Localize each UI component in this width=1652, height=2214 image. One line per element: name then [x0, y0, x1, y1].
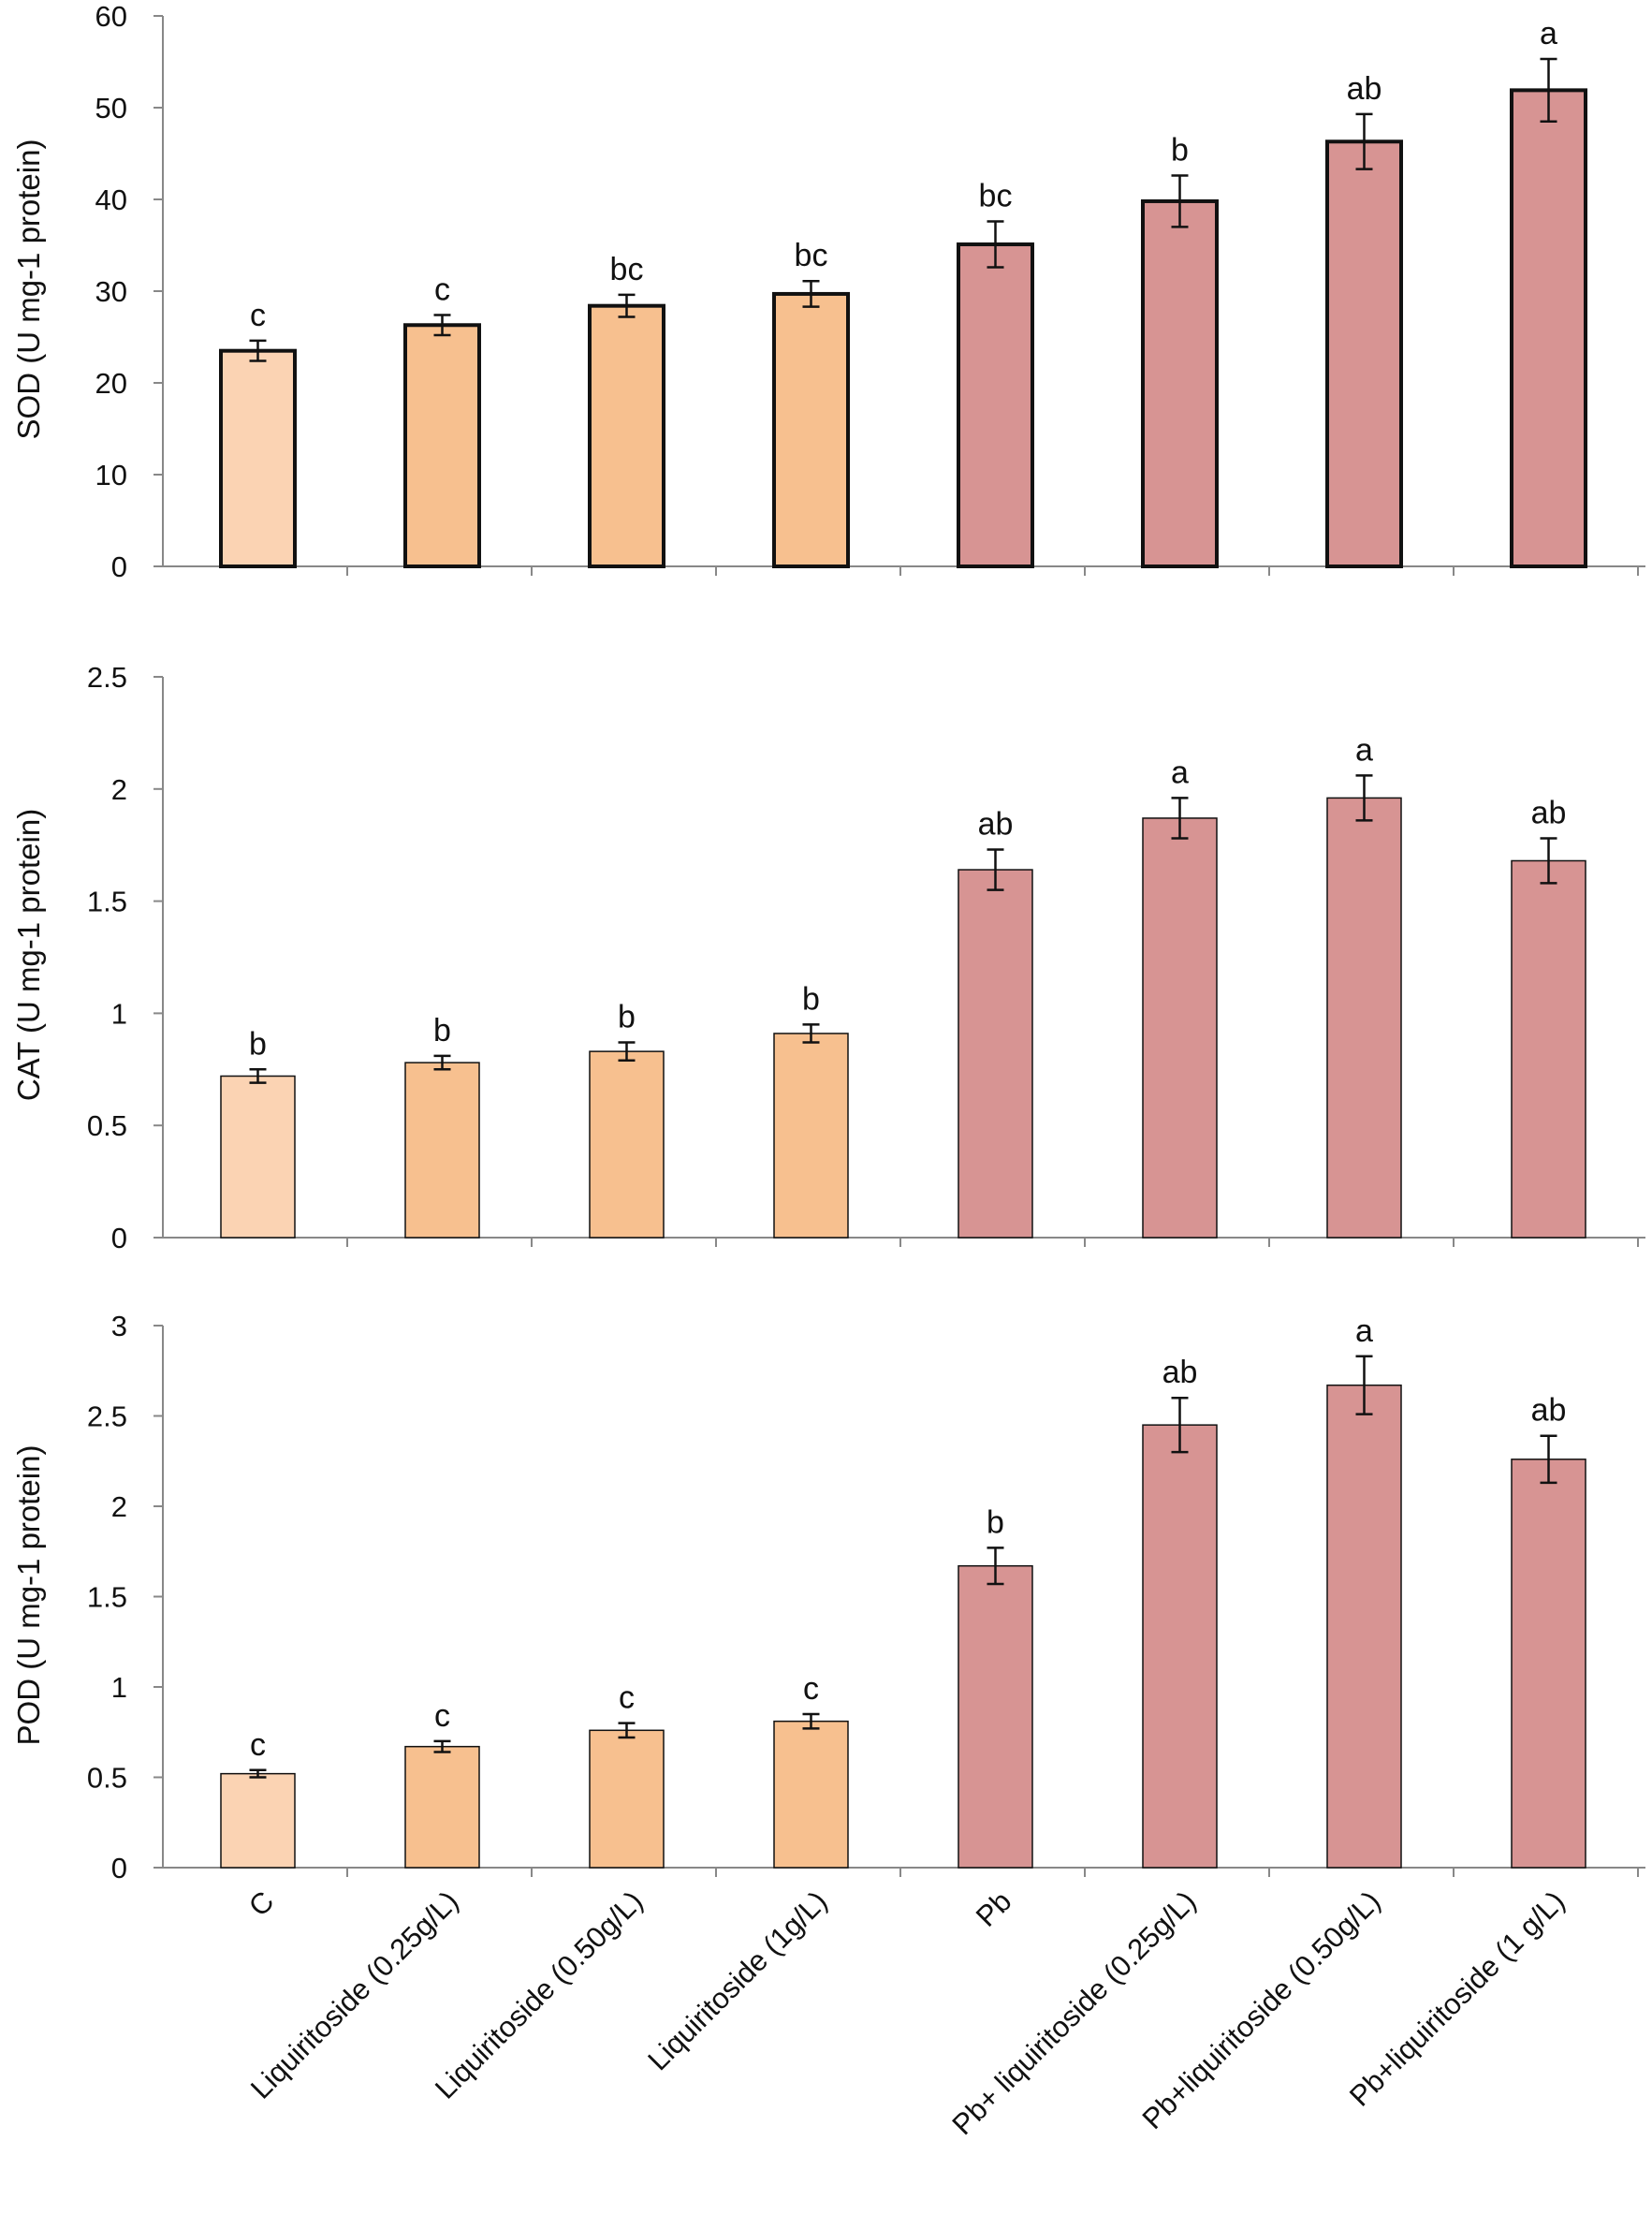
pod-bar [958, 1564, 1033, 1869]
sod-bar [588, 303, 665, 568]
cat-bar [1326, 797, 1402, 1239]
y-tick-label: 1 [111, 997, 127, 1030]
cat-bar [773, 1033, 849, 1239]
y-tick-label: 50 [95, 92, 127, 125]
significance-letter: b [1171, 133, 1189, 169]
significance-letter: b [618, 1000, 636, 1035]
pod-bar [220, 1772, 296, 1869]
cat-bar [958, 869, 1033, 1239]
x-category-label: C [242, 1884, 281, 1923]
sod-bar [957, 242, 1034, 568]
pod-bar [404, 1745, 480, 1869]
sod-bar [1325, 139, 1403, 568]
significance-letter: c [803, 1671, 819, 1707]
significance-letter: a [1171, 755, 1189, 790]
significance-letter: ab [1162, 1355, 1198, 1390]
significance-letter: c [619, 1680, 635, 1716]
pod-bar [773, 1720, 849, 1869]
y-tick-label: 0.5 [87, 1762, 127, 1795]
pod-bar [1142, 1424, 1218, 1869]
significance-letter: a [1540, 16, 1557, 51]
x-category-label: Pb+liquiritoside (1 g/L) [1343, 1884, 1571, 2112]
significance-letter: bc [979, 179, 1013, 214]
cat-bar [1142, 817, 1218, 1239]
y-tick-label: 1 [111, 1671, 127, 1704]
sod-bar [219, 348, 297, 569]
significance-letter: ab [1531, 796, 1567, 831]
sod-bar [403, 323, 481, 568]
y-tick-label: 30 [95, 275, 127, 308]
y-axis-label: SOD (U mg-1 protein) [11, 139, 46, 440]
sod-bar [1141, 198, 1219, 569]
y-tick-label: 0.5 [87, 1109, 127, 1142]
significance-letter: c [250, 298, 266, 333]
y-tick-label: 3 [111, 1310, 127, 1342]
significance-letter: b [987, 1504, 1004, 1540]
pod-bar [1326, 1384, 1402, 1869]
significance-letter: b [249, 1026, 267, 1062]
significance-letter: b [433, 1013, 451, 1048]
significance-letter: c [250, 1727, 266, 1763]
y-tick-label: 60 [95, 0, 127, 33]
pod-panel: 0 0.5 1 1.5 2 2.5 3 POD (U mg-1 protein) c c c c b ab… [11, 1310, 1645, 1884]
cat-bar [589, 1050, 665, 1239]
y-tick-label: 20 [95, 367, 127, 400]
y-tick-label: 1.5 [87, 1581, 127, 1614]
pod-bar [1511, 1459, 1586, 1869]
y-axis-label: POD (U mg-1 protein) [11, 1445, 46, 1746]
significance-letter: c [434, 1698, 450, 1734]
sod-panel: 0 10 20 30 40 50 60 SOD (U mg-1 protein) c c bc bc b… [11, 0, 1645, 583]
significance-letter: a [1355, 1313, 1373, 1349]
cat-bar [220, 1075, 296, 1239]
y-tick-label: 2.5 [87, 1400, 127, 1433]
y-tick-label: 40 [95, 183, 127, 216]
x-category-label: Pb [970, 1884, 1018, 1933]
sod-bar [1510, 88, 1587, 568]
y-tick-label: 1.5 [87, 886, 127, 918]
significance-letter: bc [795, 238, 828, 273]
x-category-label: Liquiritoside (0.50g/L) [429, 1884, 650, 2105]
pod-bar [589, 1729, 665, 1869]
y-tick-label: 10 [95, 459, 127, 491]
significance-letter: ab [1531, 1393, 1567, 1429]
significance-letter: ab [978, 806, 1014, 842]
y-tick-label: 0 [111, 1222, 127, 1254]
y-tick-label: 2 [111, 1490, 127, 1523]
y-tick-label: 0 [111, 550, 127, 583]
cat-bar [404, 1062, 480, 1239]
x-category-label: Liquiritoside (0.25g/L) [244, 1884, 465, 2105]
sod-bar [772, 291, 850, 568]
significance-letter: ab [1347, 71, 1382, 107]
y-tick-label: 0 [111, 1852, 127, 1884]
significance-letter: c [434, 271, 450, 307]
cat-bar [1511, 859, 1586, 1239]
significance-letter: a [1355, 732, 1373, 768]
y-axis-label: CAT (U mg-1 protein) [11, 809, 46, 1101]
y-tick-label: 2.5 [87, 661, 127, 694]
significance-letter: b [802, 981, 820, 1017]
y-tick-label: 2 [111, 773, 127, 806]
cat-panel: 0 0.5 1 1.5 2 2.5 CAT (U mg-1 protein) b b b b ab a a… [11, 661, 1645, 1254]
x-category-label: Liquiritoside (1g/L) [641, 1884, 833, 2076]
significance-letter: bc [610, 252, 644, 287]
